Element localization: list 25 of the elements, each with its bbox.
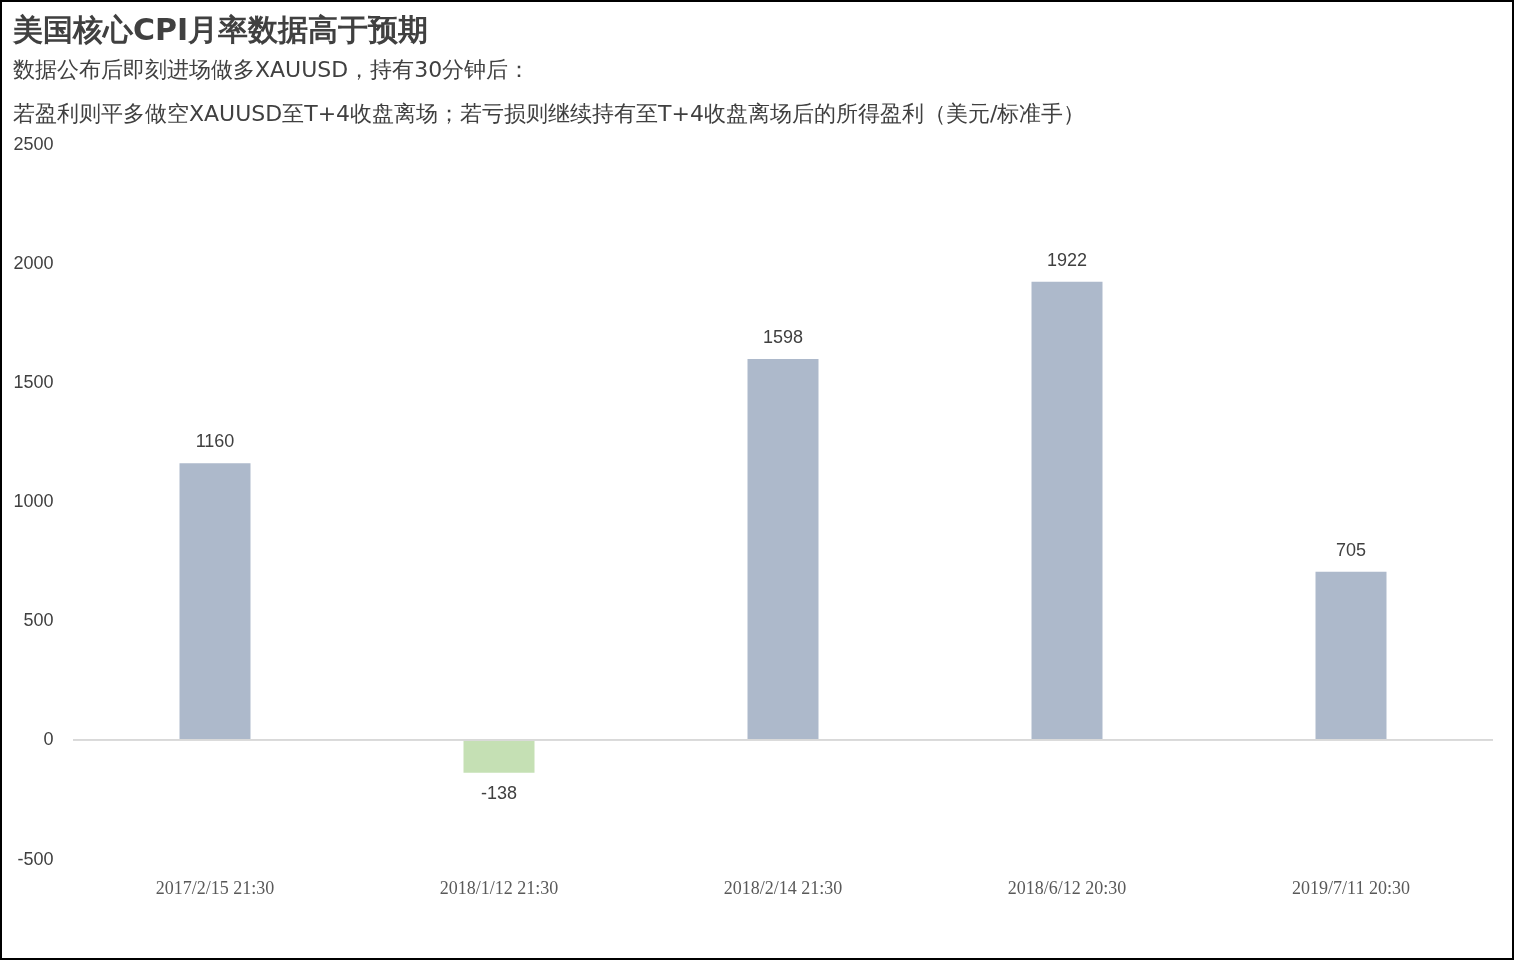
data-label: 1598 (762, 326, 804, 347)
bar (179, 463, 251, 740)
bar (1031, 281, 1103, 740)
y-tick-label: 0 (43, 729, 54, 750)
y-tick-label: 2500 (13, 133, 54, 154)
y-tick-label: -500 (17, 848, 54, 869)
bar (463, 739, 535, 773)
text: 若盈利则平多做空XAUUSD至T+4收盘离场；若亏损则继续持有至T+4收盘离场后的所得盈利（美元/标准手） (12, 101, 1086, 126)
x-tick-label: 2018/2/14 21:30 (723, 877, 843, 898)
y-tick-label: 1000 (13, 491, 54, 511)
text: 数据公布后即刻进场做多XAUUSD，持有30分钟后： (12, 57, 531, 82)
y-tick-label: 500 (23, 610, 54, 631)
bar (747, 358, 819, 740)
y-tick-label: 2000 (13, 252, 54, 273)
data-label: 1922 (1046, 249, 1088, 270)
data-label: -138 (480, 782, 518, 803)
x-tick-label: 2019/7/11 20:30 (1292, 877, 1410, 898)
data-label: 705 (1335, 539, 1367, 560)
bar (1315, 571, 1387, 740)
y-tick-label: 1500 (13, 371, 54, 392)
data-label: 1160 (195, 431, 235, 452)
x-tick-label: 2018/1/12 21:30 (439, 877, 559, 898)
x-tick-label: 2018/6/12 20:30 (1007, 877, 1127, 898)
x-tick-label: 2017/2/15 21:30 (155, 877, 275, 898)
chart-title: 美国核心CPI月率数据高于预期 (11, 12, 429, 47)
